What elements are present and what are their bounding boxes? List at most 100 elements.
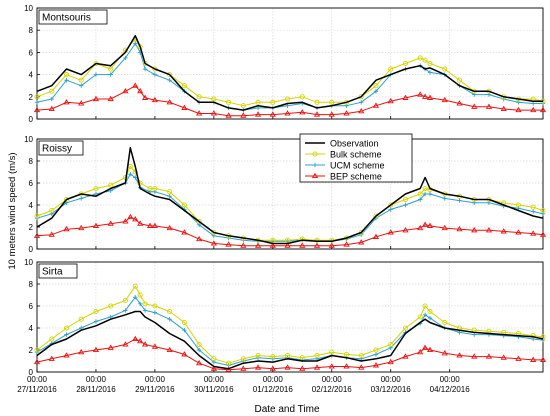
data-point-bep bbox=[313, 111, 321, 117]
data-point-bep bbox=[402, 94, 409, 100]
series-observation bbox=[36, 35, 543, 111]
data-point-bep bbox=[151, 96, 158, 103]
data-point-bep bbox=[240, 365, 247, 371]
x-tick-label-date: 27/11/2016 bbox=[17, 385, 57, 394]
data-point-bulk bbox=[211, 96, 217, 102]
data-point-bulk bbox=[142, 301, 148, 307]
data-point-ucm bbox=[373, 89, 379, 94]
data-point-bulk bbox=[530, 204, 536, 210]
data-point-bep bbox=[151, 343, 158, 349]
data-point-bulk bbox=[152, 185, 158, 192]
legend-item-bulk-scheme: Bulk scheme bbox=[305, 150, 382, 160]
data-point-bulk bbox=[299, 355, 305, 361]
panel-sirta: 0 2 4 6 8 10 Sirta bbox=[24, 258, 547, 377]
y-tick-label: 8 bbox=[29, 26, 34, 35]
panel-roissy: 0 2 4 6 8 10 Roissy bbox=[24, 135, 547, 254]
x-tick-label-time: 00:00 bbox=[27, 375, 48, 384]
data-point-bep bbox=[137, 87, 144, 94]
y-tick-label: 2 bbox=[29, 93, 34, 102]
data-point-bep bbox=[417, 348, 424, 355]
data-point-bep bbox=[210, 240, 217, 246]
x-tick-label-date: 02/12/2016 bbox=[312, 385, 353, 394]
data-point-bep bbox=[539, 356, 547, 362]
data-point-bulk bbox=[78, 316, 84, 322]
legend-label: UCM scheme bbox=[330, 161, 385, 171]
data-point-bep bbox=[132, 335, 139, 342]
data-point-bep bbox=[343, 241, 350, 247]
y-tick-label: 4 bbox=[29, 324, 34, 333]
data-point-bulk bbox=[181, 319, 187, 326]
data-point-bulk bbox=[358, 352, 364, 359]
data-point-bulk bbox=[63, 325, 70, 331]
legend-item-bep-scheme: BEP scheme bbox=[305, 172, 382, 182]
data-point-bep bbox=[530, 230, 537, 236]
data-point-bep bbox=[269, 111, 276, 117]
y-tick-label: 2 bbox=[29, 346, 34, 355]
data-point-bulk bbox=[49, 207, 55, 214]
data-point-bep bbox=[500, 228, 507, 234]
data-point-bulk bbox=[402, 325, 408, 331]
data-point-bulk bbox=[314, 352, 320, 359]
data-point-bep bbox=[196, 359, 203, 366]
x-tick-label-time: 00:00 bbox=[204, 375, 225, 384]
data-point-bep bbox=[328, 111, 335, 117]
data-point-bep bbox=[254, 364, 262, 370]
x-tick-label-time: 00:00 bbox=[86, 375, 107, 384]
data-point-bulk bbox=[422, 57, 428, 63]
data-point-bep bbox=[92, 346, 100, 353]
data-point-bep bbox=[240, 112, 247, 118]
data-point-bep bbox=[127, 213, 134, 220]
data-point-bep bbox=[122, 341, 129, 347]
data-point-bulk bbox=[284, 237, 291, 243]
data-point-bulk bbox=[240, 103, 246, 109]
data-point-bep bbox=[48, 355, 55, 361]
data-point-bep bbox=[372, 102, 380, 108]
data-point-bep bbox=[471, 103, 478, 109]
data-point-bulk bbox=[373, 347, 379, 353]
y-tick-label: 0 bbox=[29, 245, 34, 254]
data-point-bulk bbox=[108, 66, 114, 72]
data-point-bep bbox=[539, 106, 547, 113]
data-point-bep bbox=[402, 226, 409, 233]
data-point-bep bbox=[515, 106, 522, 113]
series-bulk-scheme bbox=[34, 163, 546, 243]
data-point-bulk bbox=[442, 66, 448, 72]
data-point-bulk bbox=[78, 77, 84, 83]
data-point-ucm bbox=[403, 202, 408, 208]
data-point-ucm bbox=[167, 317, 172, 322]
data-point-bep bbox=[456, 100, 463, 106]
data-point-bep bbox=[269, 365, 276, 371]
data-point-bep bbox=[426, 346, 434, 353]
data-point-ucm bbox=[137, 301, 143, 306]
data-point-bulk bbox=[108, 182, 114, 188]
data-point-bulk bbox=[196, 218, 202, 225]
data-point-bep bbox=[166, 224, 173, 231]
data-point-bulk bbox=[422, 303, 428, 309]
data-point-bep bbox=[107, 220, 114, 226]
data-point-bep bbox=[417, 91, 424, 97]
data-point-bulk bbox=[456, 77, 463, 83]
data-point-ucm bbox=[34, 100, 40, 105]
data-point-bulk bbox=[34, 347, 40, 353]
panel-label-text: Sirta bbox=[42, 267, 63, 278]
data-point-bep bbox=[456, 352, 463, 358]
data-point-bep bbox=[254, 242, 262, 248]
data-point-bep bbox=[142, 94, 149, 100]
data-point-bep bbox=[530, 106, 537, 113]
data-point-bep bbox=[132, 82, 139, 88]
data-point-ucm bbox=[422, 312, 428, 317]
x-tick-label-date: 01/12/2016 bbox=[253, 385, 294, 394]
panels: 0 2 4 6 8 10 Montsouris 0 2 4 6 8 10 Roissy 0 2 4 6 8 10 Sir… bbox=[24, 4, 547, 377]
data-point-ucm bbox=[167, 194, 172, 199]
data-point-bulk bbox=[49, 336, 55, 342]
data-point-bulk bbox=[147, 185, 153, 192]
y-tick-label: 6 bbox=[29, 302, 34, 311]
series-ucm-scheme bbox=[34, 41, 546, 113]
data-point-bulk bbox=[132, 169, 138, 175]
data-point-bep bbox=[441, 349, 448, 356]
data-point-bep bbox=[343, 363, 350, 369]
data-point-ucm bbox=[123, 55, 128, 61]
data-point-bep bbox=[225, 241, 232, 247]
x-tick-label-time: 00:00 bbox=[381, 375, 402, 384]
data-point-bulk bbox=[181, 83, 187, 89]
